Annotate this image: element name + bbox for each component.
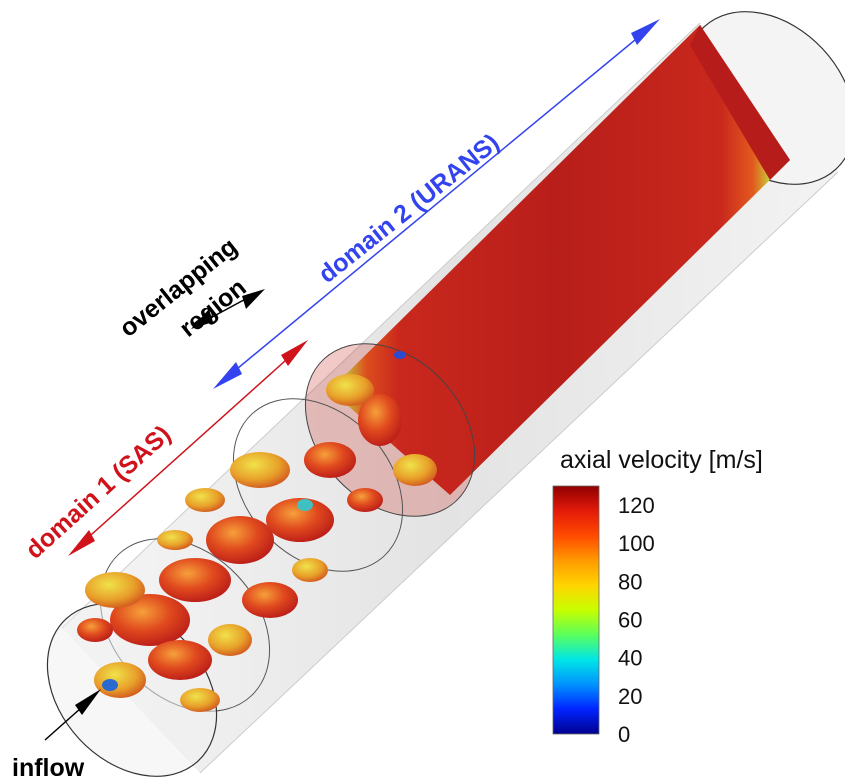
colorbar-title: axial velocity [m/s]	[560, 446, 763, 474]
colorbar-bar	[552, 485, 600, 735]
domain1-arrow	[68, 340, 308, 556]
colorbar-tick-20: 20	[618, 684, 642, 709]
colorbar-tick-40: 40	[618, 646, 642, 671]
overlap-arrow	[191, 289, 265, 329]
turbulent-structures	[77, 351, 437, 712]
pipe	[46, 11, 845, 777]
inflow-arrow	[44, 689, 101, 741]
colorbar-ticks: 120 100 80 60 40 20 0	[618, 493, 655, 747]
colorbar-tick-80: 80	[618, 569, 642, 594]
colorbar-tick-60: 60	[618, 608, 642, 633]
domain2-arrow	[213, 19, 660, 389]
inflow-label: inflow	[12, 754, 85, 781]
colorbar-tick-120: 120	[618, 493, 655, 518]
colorbar-tick-0: 0	[618, 722, 630, 747]
colorbar: axial velocity [m/s] 120 100 80 60 40 20 0	[552, 446, 763, 747]
urans-core	[330, 25, 790, 495]
colorbar-tick-100: 100	[618, 531, 655, 556]
